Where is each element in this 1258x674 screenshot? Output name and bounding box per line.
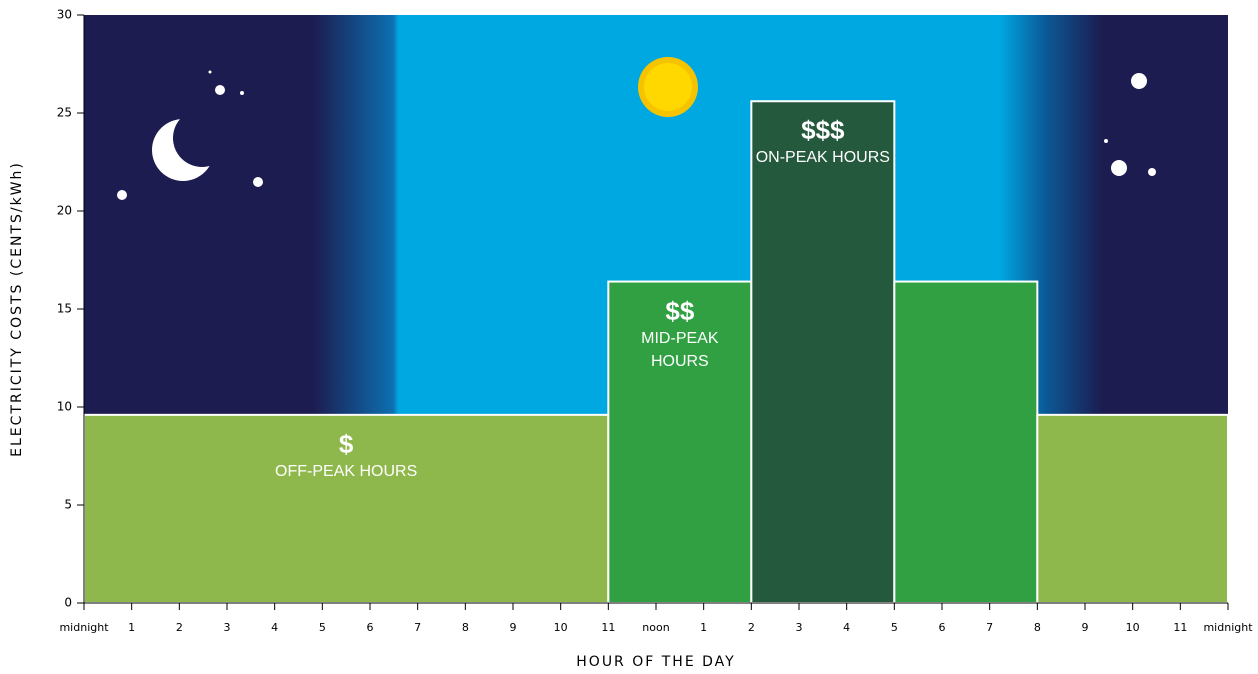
bar-label-text: ON-PEAK HOURS: [755, 149, 890, 167]
x-tick-label: midnight: [59, 621, 109, 634]
x-tick-label: 11: [1173, 621, 1187, 634]
x-axis-title: HOUR OF THE DAY: [576, 654, 735, 670]
x-tick-label: 2: [176, 621, 183, 634]
bar-label-text: OFF-PEAK HOURS: [275, 462, 418, 480]
bar-label: $ OFF-PEAK HOURS: [88, 429, 604, 483]
bar-label-symbol: $$$: [801, 115, 845, 146]
y-tick-label: 5: [64, 498, 72, 512]
x-tick-label: noon: [642, 621, 669, 634]
y-axis-title: ELECTRICITY COSTS (CENTS/kWh): [9, 161, 25, 457]
x-tick-label: 2: [748, 621, 755, 634]
x-tick-label: 10: [554, 621, 568, 634]
x-tick-label: 3: [224, 621, 231, 634]
x-tick-label: 11: [601, 621, 615, 634]
x-tick-label: 5: [319, 621, 326, 634]
x-tick-label: 3: [796, 621, 803, 634]
x-tick-label: 7: [986, 621, 993, 634]
x-tick-label: 7: [414, 621, 421, 634]
bar-label-text: MID-PEAK HOURS: [641, 329, 719, 370]
night-decoration: [117, 70, 1156, 200]
bar-label: $$$ ON-PEAK HOURS: [755, 115, 890, 169]
x-tick-label: 4: [271, 621, 278, 634]
bar: [750, 100, 896, 605]
x-tick-label: 1: [128, 621, 135, 634]
y-tick-label: 30: [57, 8, 72, 22]
bar: [1036, 413, 1230, 604]
x-tick-label: 1: [700, 621, 707, 634]
bar: [893, 280, 1039, 604]
y-tick-label: 20: [57, 204, 72, 218]
x-tick-label: 9: [1082, 621, 1089, 634]
y-tick-label: 15: [57, 302, 72, 316]
x-tick-label: midnight: [1203, 621, 1253, 634]
x-tick-label: 8: [1034, 621, 1041, 634]
bar: [607, 280, 753, 604]
x-tick-label: 8: [462, 621, 469, 634]
sun: [638, 57, 698, 117]
x-tick-label: 10: [1126, 621, 1140, 634]
y-tick-label: 0: [64, 596, 72, 610]
bar-label: $$ MID-PEAK HOURS: [612, 296, 747, 373]
y-tick-label: 25: [57, 106, 72, 120]
bar-label-symbol: $$: [665, 295, 695, 326]
y-tick-label: 10: [57, 400, 72, 414]
x-tick-label: 6: [367, 621, 374, 634]
x-tick-label: 6: [939, 621, 946, 634]
x-tick-label: 9: [510, 621, 517, 634]
x-tick-label: 4: [843, 621, 850, 634]
bar-label-symbol: $: [338, 428, 354, 459]
x-tick-label: 5: [891, 621, 898, 634]
